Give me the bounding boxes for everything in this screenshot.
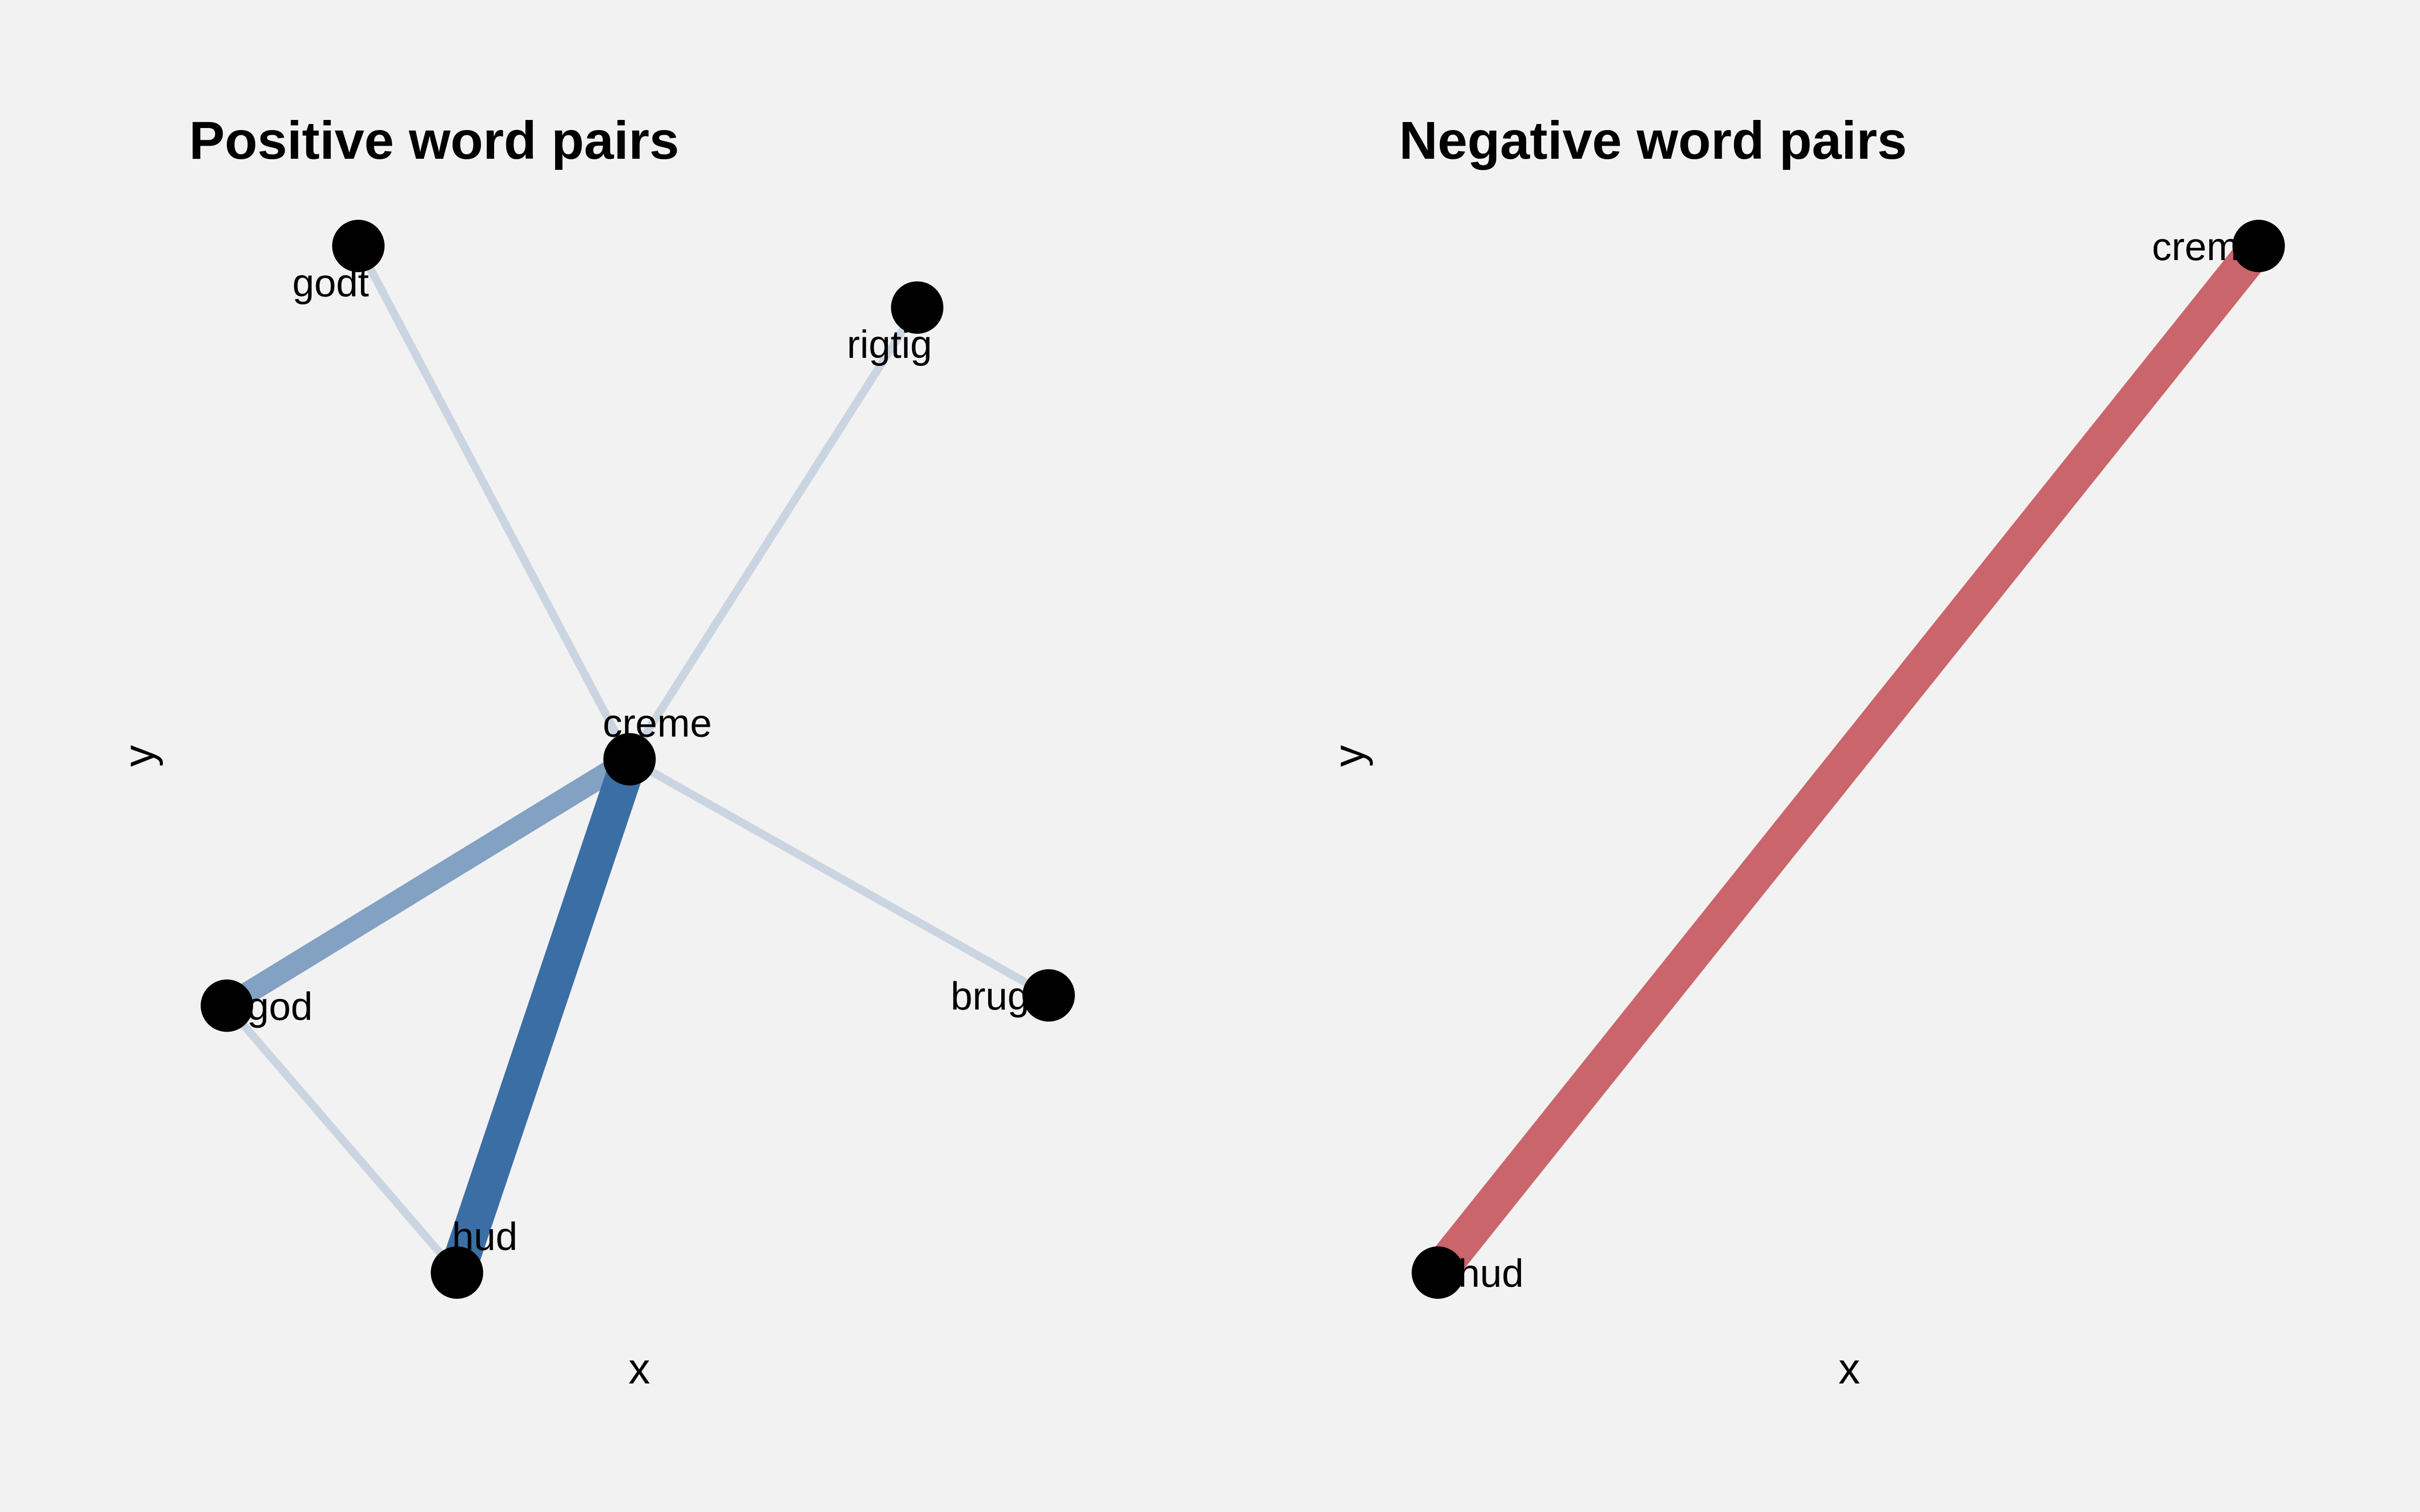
positive-label-bruge: bruge (951, 974, 1052, 1018)
negative-panel-title: Negative word pairs (1399, 111, 1907, 170)
negative-label-hud: hud (1458, 1251, 1524, 1295)
positive-node-rigtig (891, 281, 944, 334)
positive-edge-hud-creme (440, 753, 647, 1279)
negative-x-axis-label: x (1839, 1345, 1860, 1393)
positive-nodes (201, 220, 1075, 1299)
positive-label-godt: godt (292, 261, 369, 305)
positive-edge-rigtig-creme (626, 305, 921, 762)
negative-nodes (1412, 220, 2285, 1299)
positive-label-god: god (247, 984, 313, 1028)
negative-node-labels: creme hud (1458, 224, 2261, 1295)
negative-label-creme: creme (2152, 224, 2261, 269)
positive-panel-title: Positive word pairs (189, 111, 679, 170)
positive-edge-creme-bruge (627, 755, 1051, 999)
positive-edge-god-creme (221, 749, 636, 1016)
positive-edge-god-hud (223, 1003, 460, 1276)
negative-panel: Negative word pairs x y creme hud (1325, 111, 2285, 1393)
negative-edges (1423, 234, 2273, 1284)
positive-panel: Positive word pairs x y godtrigtigcremeg… (115, 111, 1075, 1393)
positive-edge-godt-creme (354, 244, 633, 762)
positive-x-axis-label: x (629, 1345, 650, 1393)
positive-label-hud: hud (452, 1214, 517, 1258)
positive-edges (221, 244, 1051, 1279)
negative-edge-hud-creme (1423, 234, 2273, 1284)
positive-label-creme: creme (602, 701, 712, 745)
positive-node-hud (431, 1246, 483, 1299)
positive-node-creme (603, 733, 656, 786)
positive-node-bruge (1022, 969, 1075, 1022)
positive-node-godt (332, 220, 385, 272)
positive-y-axis-label: y (115, 745, 163, 767)
negative-node-hud (1412, 1246, 1464, 1299)
negative-y-axis-label: y (1325, 745, 1373, 767)
negative-node-creme (2232, 220, 2285, 272)
positive-node-god (201, 979, 253, 1032)
positive-label-rigtig: rigtig (847, 322, 932, 366)
positive-node-labels: godt rigtig creme god bruge hud (247, 261, 1051, 1258)
